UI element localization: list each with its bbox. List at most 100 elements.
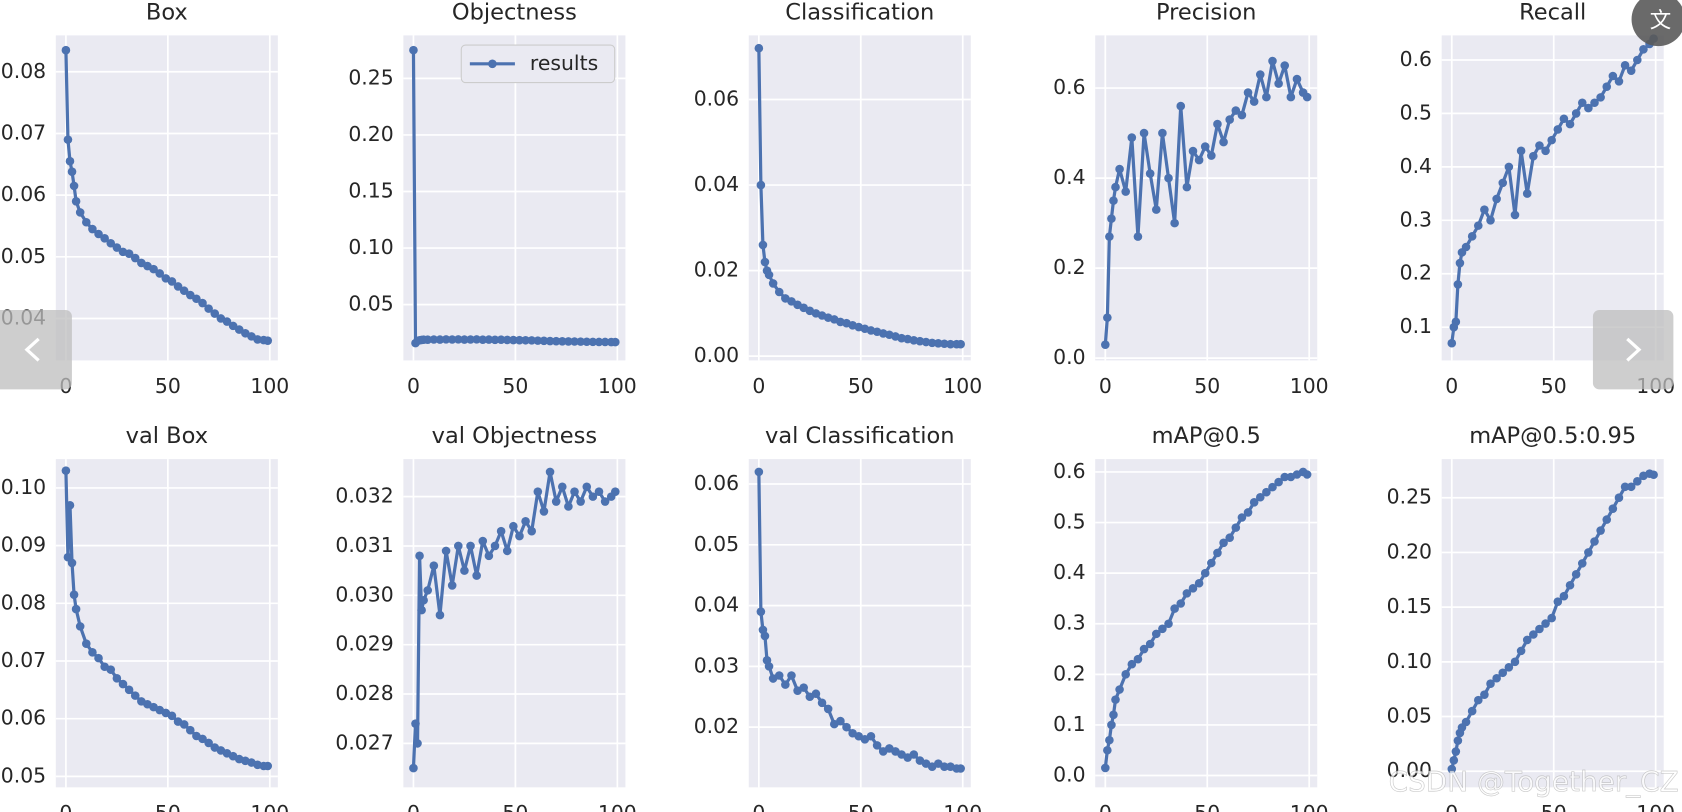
point: [576, 337, 585, 346]
point: [423, 335, 433, 345]
point: [509, 521, 518, 531]
y-tick-label: 0.2: [1053, 255, 1085, 279]
x-tick-label: 50: [155, 374, 181, 398]
point: [1614, 493, 1624, 503]
y-tick-label: 0.20: [348, 122, 393, 146]
point: [472, 335, 481, 344]
point: [1109, 710, 1118, 720]
point: [61, 466, 71, 475]
axes-background: [748, 35, 971, 361]
y-tick-label: 0.0: [1053, 345, 1085, 369]
point: [787, 671, 796, 680]
point: [1602, 515, 1612, 524]
translate-button[interactable]: 文: [1631, 0, 1682, 47]
y-tick-label: 0.1: [1400, 314, 1432, 338]
prev-button-bg[interactable]: [0, 309, 72, 390]
point: [1243, 88, 1253, 97]
x-tick-label: 100: [943, 374, 982, 398]
point: [1577, 559, 1587, 568]
point: [198, 734, 207, 744]
point: [1608, 71, 1618, 81]
point: [1219, 137, 1228, 147]
point: [539, 507, 549, 516]
subplot-title: mAP@0.5: [1152, 423, 1261, 449]
point: [1101, 340, 1110, 349]
point: [1200, 568, 1210, 578]
point: [1158, 624, 1167, 634]
y-tick-label: 0.030: [335, 582, 393, 606]
point: [1280, 61, 1290, 70]
y-tick-label: 0.05: [1, 244, 46, 268]
x-tick-label: 0: [407, 801, 420, 812]
next-button[interactable]: [1592, 309, 1674, 390]
point: [764, 270, 774, 280]
x-tick-label: 50: [155, 801, 181, 812]
point: [1164, 619, 1173, 629]
y-tick-label: 0.05: [694, 532, 739, 556]
point: [1213, 119, 1222, 129]
y-tick-label: 0.06: [1, 706, 46, 730]
y-tick-label: 0.6: [1400, 47, 1432, 71]
point: [1596, 93, 1605, 102]
y-tick-label: 0.25: [348, 65, 393, 89]
point: [1151, 205, 1161, 214]
point: [1268, 482, 1277, 492]
y-tick-label: 0.06: [694, 471, 739, 495]
point: [502, 335, 512, 345]
axes-background: [1441, 35, 1664, 361]
point: [1522, 635, 1532, 645]
point: [1262, 487, 1271, 497]
subplot: mAP@0.5:0.95 0.00 0.05 0.10 0.15 0.20 0.25 0 50 1…: [1387, 423, 1675, 812]
y-tick-label: 0.00: [1387, 758, 1432, 782]
point: [490, 541, 500, 551]
point: [1121, 187, 1130, 196]
point: [484, 335, 494, 344]
point: [956, 764, 965, 773]
point: [774, 287, 784, 297]
point: [768, 279, 778, 288]
point: [1145, 169, 1155, 178]
point: [1639, 45, 1648, 54]
point: [1176, 101, 1186, 111]
x-tick-label: 100: [598, 374, 637, 398]
x-tick-label: 0: [407, 374, 420, 398]
prev-button[interactable]: [0, 309, 72, 390]
next-button-bg[interactable]: [1592, 309, 1674, 390]
point: [1453, 280, 1463, 289]
point: [167, 277, 177, 286]
point: [760, 257, 770, 267]
point: [1302, 470, 1312, 479]
y-tick-label: 0.032: [335, 484, 393, 508]
point: [69, 181, 79, 191]
x-tick-label: 0: [1099, 801, 1112, 812]
x-tick-label: 50: [1194, 801, 1220, 812]
point: [1145, 639, 1155, 649]
point: [1480, 690, 1489, 699]
point: [1504, 663, 1514, 672]
point: [588, 492, 598, 501]
x-tick-label: 0: [752, 801, 765, 812]
point: [94, 653, 103, 663]
subplot-title: Box: [146, 0, 188, 25]
point: [1649, 470, 1658, 480]
point: [1207, 558, 1216, 568]
subplot: Objectness 0.05 0.10 0.15 0.20 0.25 0 50 100 resu…: [348, 0, 636, 398]
point: [478, 335, 488, 345]
point: [263, 761, 273, 771]
point: [1498, 178, 1508, 188]
y-tick-label: 0.031: [335, 533, 393, 557]
subplot-title: val Objectness: [432, 423, 597, 449]
point: [533, 487, 543, 496]
subplot: val Classification 0.02 0.03 0.04 0.05 0.06 0 5…: [694, 423, 982, 812]
point: [558, 337, 567, 346]
point: [1103, 313, 1112, 322]
point: [1541, 619, 1550, 628]
point: [67, 558, 77, 568]
point: [496, 335, 506, 345]
point: [204, 304, 213, 313]
point: [1498, 668, 1508, 678]
point: [551, 497, 561, 506]
point: [149, 264, 158, 274]
translate-bg[interactable]: [1631, 0, 1682, 47]
